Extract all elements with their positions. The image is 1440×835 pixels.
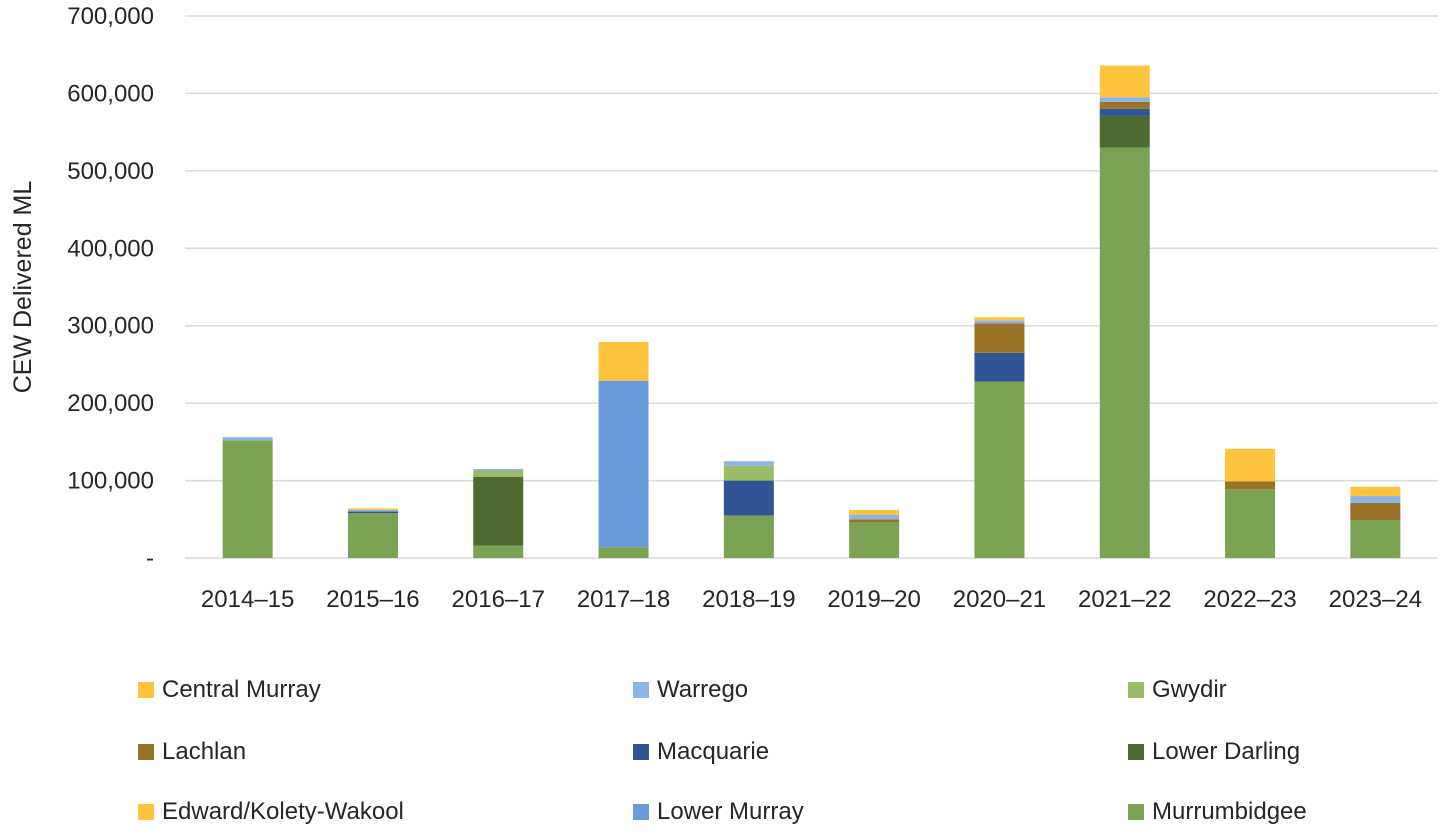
legend-label: Murrumbidgee [1152,798,1307,825]
bar-segment [222,440,273,558]
legend-swatch [138,682,154,698]
bar-segment [974,320,1025,324]
bar-segment [598,547,649,558]
legend-item: Murrumbidgee [1128,798,1307,826]
bar-segment [849,514,900,520]
bar-segment [1225,481,1276,490]
bar-segment [974,317,1025,321]
bar-segment [723,461,774,466]
legend-item: Macquarie [633,738,769,766]
legend-swatch [633,804,649,820]
bar-segment [473,476,524,546]
bar-segment [473,470,524,477]
bar-segment [347,508,398,510]
y-tick-label: 600,000 [67,80,154,107]
bar-segment [598,341,649,381]
x-tick-label: 2018–19 [702,586,795,613]
legend-label: Lower Darling [1152,738,1301,765]
legend-item: Lower Darling [1128,738,1300,766]
bar-segment [723,515,774,558]
y-tick-label: 700,000 [67,3,154,30]
x-tick-label: 2022–23 [1203,586,1296,613]
x-tick-label: 2016–17 [452,586,545,613]
bar-segment [849,509,900,515]
legend-item: Warrego [633,676,748,704]
y-tick-label: 400,000 [67,235,154,262]
x-tick-label: 2021–22 [1078,586,1171,613]
bar-segment [1099,115,1150,148]
bar-segment [849,519,900,523]
legend-label: Lachlan [162,738,247,765]
bar-segment [347,511,398,514]
legend-label: Macquarie [657,738,770,765]
y-tick-label: 500,000 [67,158,154,185]
legend-swatch [1128,744,1144,760]
x-tick-label: 2019–20 [827,586,920,613]
bar-segment [723,465,774,481]
bars [222,65,1401,558]
stacked-bar-chart: - 100,000 200,000 300,000 400,000 500,000 600,… [9,3,1438,613]
gridlines [185,15,1438,559]
bar-segment [1099,147,1150,558]
bar-segment [1225,448,1276,482]
y-tick-label: 300,000 [67,313,154,340]
bar-segment [1350,520,1401,558]
bar-segment [1099,101,1150,109]
legend-swatch [1128,804,1144,820]
bar-segment [347,513,398,558]
legend-swatch [138,804,154,820]
bar-segment [1350,486,1401,497]
x-tick-label: 2015–16 [326,586,419,613]
legend-label: Warrego [657,676,749,703]
y-tick-label: 200,000 [67,390,154,417]
x-tick-label: 2017–18 [577,586,670,613]
bar-segment [974,352,1025,382]
legend-item: Edward/Kolety-Wakool [138,798,404,826]
y-tick-label: 100,000 [67,468,154,495]
bar-segment [1225,489,1276,558]
bar-segment [598,380,649,548]
y-axis-ticks: - 100,000 200,000 300,000 400,000 500,000 600,… [67,3,154,572]
bar-segment [473,545,524,558]
legend-swatch [1128,682,1144,698]
bar-segment [1099,65,1150,98]
y-tick-label: - [146,545,154,572]
bar-segment [849,522,900,558]
bar-segment [723,480,774,516]
legend-swatch [138,744,154,760]
legend-item: Central Murray [138,676,321,704]
legend-label: Lower Murray [657,798,804,825]
bar-segment [347,509,398,512]
bar-segment [1350,503,1401,521]
bar-segment [1099,108,1150,116]
legend-swatch [633,744,649,760]
legend-item: Lachlan [138,738,246,766]
legend-item: Gwydir [1128,676,1227,704]
bar-segment [473,468,524,471]
bar-segment [974,381,1025,558]
bar-segment [222,437,273,441]
legend-item: Lower Murray [633,798,804,826]
x-axis-ticks: 2014–15 2015–16 2016–17 2017–18 2018–19 2019–… [201,586,1422,613]
bar-segment [1099,97,1150,102]
y-axis-title: CEW Delivered ML [9,181,37,394]
legend-label: Gwydir [1152,676,1227,703]
legend-label: Central Murray [162,676,321,703]
bar-segment [1350,496,1401,504]
x-tick-label: 2020–21 [953,586,1046,613]
bar-segment [974,323,1025,353]
legend-label: Edward/Kolety-Wakool [162,798,404,825]
legend-swatch [633,682,649,698]
x-tick-label: 2023–24 [1329,586,1422,613]
x-tick-label: 2014–15 [201,586,294,613]
